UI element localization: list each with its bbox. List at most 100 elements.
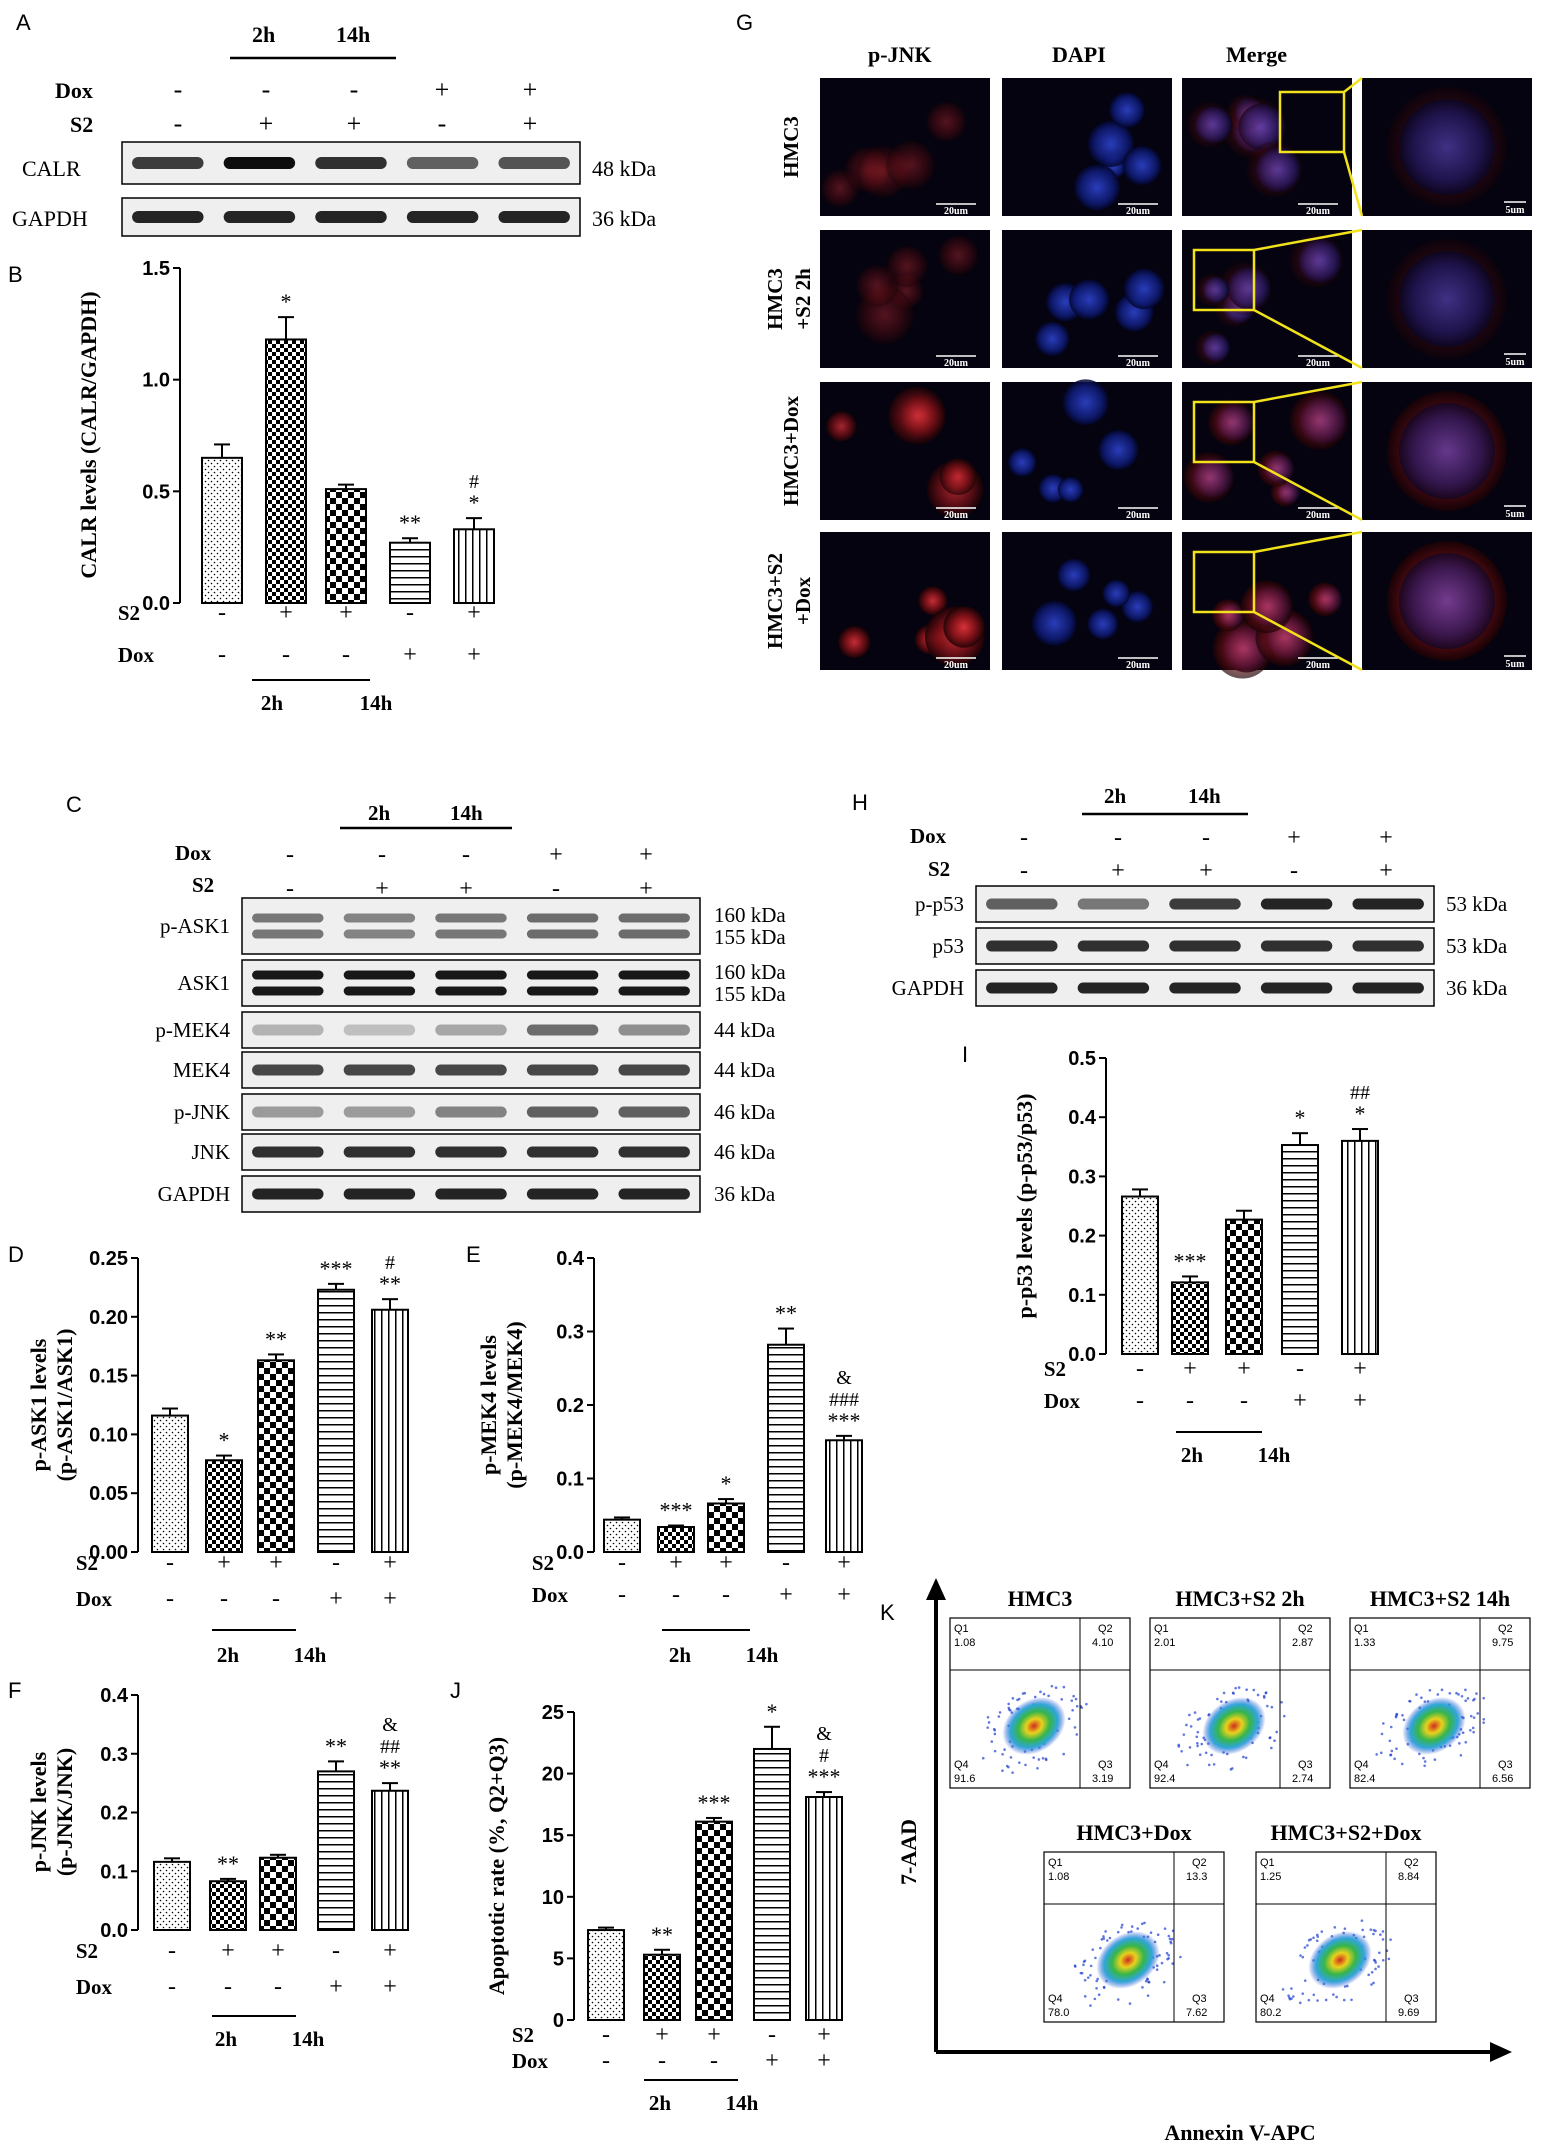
row-label-dox: Dox [55,78,93,103]
bar [695,1820,733,2021]
event-dot [1472,1730,1475,1734]
s2-sign: - [332,1938,340,1964]
event-dot [1382,1722,1385,1725]
event-dot [1389,1753,1393,1757]
event-dot [1204,1751,1208,1755]
bar [153,1860,191,1931]
red-nucleus [1183,452,1235,503]
panel-letter-K: K [880,1600,895,1625]
event-dot [1097,1993,1101,1997]
kda-label: 160 kDa [714,960,786,984]
blot-band [223,157,296,169]
dox-sign: + [549,842,563,868]
q-label: Q1 [1354,1623,1369,1635]
blot-band [618,913,690,923]
blot-band [252,1064,324,1076]
dox-sign: - [218,642,226,668]
zoom-line [1253,228,1363,252]
dox-sign: - [272,1586,280,1612]
blue-nucleus [1062,379,1109,426]
event-dot [1469,1728,1472,1732]
event-dot [1072,1694,1075,1698]
panel-letter-F: F [8,1678,21,1703]
blot-band [406,211,479,223]
s2-sign: + [669,1550,683,1576]
s2-sign: + [1237,1356,1251,1382]
y-tick-label: 0.1 [1068,1285,1096,1307]
band-label: GAPDH [892,976,964,1000]
event-dot [1381,1958,1385,1962]
event-dot [1185,1723,1188,1727]
s2-sign: + [639,876,653,902]
panel-letter-E: E [466,1242,481,1267]
dox-sign: + [817,2048,831,2074]
blot-band [986,898,1058,910]
blot-band [435,970,507,980]
event-dot [1469,1714,1473,1718]
band-label: MEK4 [173,1058,231,1082]
event-dot [1420,1696,1423,1699]
event-dot [1075,1733,1079,1736]
event-dot [1120,1926,1123,1929]
significance-mark: * [767,1699,778,1724]
blue-nucleus [1087,120,1134,167]
event-dot [1423,1760,1427,1763]
significance-mark: & [836,1367,852,1389]
event-dot [1350,1998,1353,2002]
blot-band [618,1146,690,1158]
red-nucleus [1211,599,1245,632]
blot-band [343,1106,416,1118]
event-dot [1188,1746,1192,1749]
event-dot [1292,1995,1295,1998]
red-nucleus [926,101,967,142]
density-core [1402,1697,1466,1755]
event-dot [1460,1694,1464,1698]
g-col-dapi: DAPI [1052,42,1106,67]
blot-band [252,1146,324,1158]
k-y-label: 7-AAD [896,1819,921,1885]
event-dot [1116,1998,1120,2001]
blue-nucleus [1074,164,1120,211]
panel-G-microscopy: p-JNK DAPI Merge HMC3 20um 20um 20um 5um HMC3… [763,42,1532,679]
event-dot [1120,1923,1124,1927]
event-dot [1009,1756,1013,1759]
event-dot [1096,1977,1099,1981]
event-dot [1170,1937,1174,1941]
flow-title: HMC3+S2 2h [1175,1586,1304,1611]
dox-sign: - [286,842,294,868]
chart-E: 0.0 0.1 0.2 0.3 0.4 p-MEK4 levels(p-MEK4/MEK4… [476,1248,863,1667]
event-dot [1381,1930,1385,1933]
blue-nucleus [1123,268,1165,310]
s2-sign: - [618,1550,626,1576]
q2-value: 4.10 [1092,1637,1113,1649]
blue-nucleus [1399,251,1495,347]
event-dot [1171,1962,1174,1965]
blot-band [435,1146,507,1158]
event-dot [1036,1766,1039,1770]
event-dot [1268,1736,1272,1739]
dox-sign: + [1293,1388,1307,1414]
event-dot [1389,1938,1392,1941]
s2-row-label: S2 [532,1551,554,1575]
event-dot [1307,1998,1311,2002]
event-dot [1074,1697,1078,1701]
event-dot [1461,1731,1465,1735]
significance-mark: * [721,1471,732,1496]
event-dot [1378,1951,1381,1955]
dox-sign: + [383,1586,397,1612]
scale-text: 5um [1506,205,1526,216]
event-dot [1086,1976,1090,1979]
y-tick-label: 0.5 [142,481,170,503]
event-dot [1033,1695,1037,1699]
blot-band [526,1024,599,1036]
event-dot [1071,1708,1074,1712]
dox-sign: - [224,1974,232,2000]
event-dot [1007,1702,1011,1706]
s2-sign: - [782,1550,790,1576]
blot-band [1260,982,1333,994]
band-label: p-MEK4 [155,1018,230,1042]
blue-nucleus [1057,476,1084,503]
panel-letter-I: I [962,1042,968,1067]
scale-text: 5um [1506,509,1526,520]
